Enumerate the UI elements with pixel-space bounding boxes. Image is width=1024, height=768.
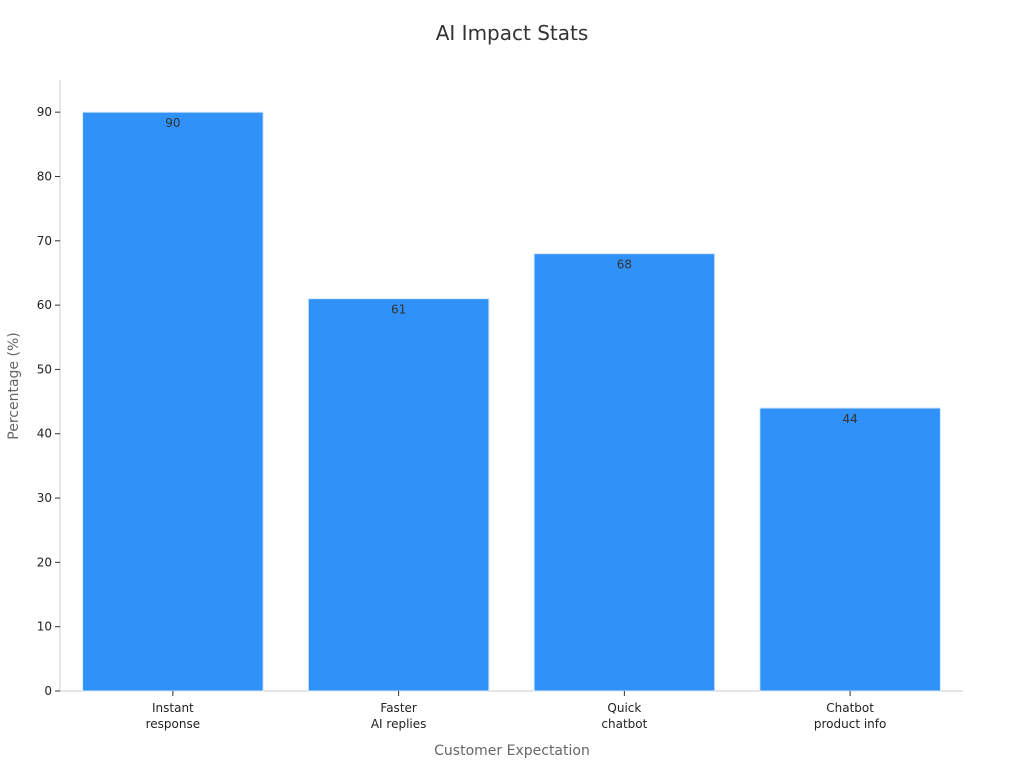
x-tick-label-line: chatbot [601, 717, 647, 731]
x-tick-label-line: AI replies [371, 717, 427, 731]
bar-value-label: 44 [842, 412, 857, 426]
y-tick-label: 90 [37, 105, 52, 119]
bar-value-label: 68 [617, 258, 632, 272]
y-tick-label: 50 [37, 362, 52, 376]
y-tick-label: 60 [37, 298, 52, 312]
y-tick-label: 0 [44, 684, 52, 698]
bar-value-label: 90 [165, 116, 180, 130]
y-tick-label: 20 [37, 555, 52, 569]
y-tick-label: 70 [37, 234, 52, 248]
x-tick-label: Instant response [146, 701, 201, 731]
x-tick-label-line: Chatbot [826, 701, 874, 715]
x-tick-label-line: Faster [380, 701, 416, 715]
x-tick-label: Chatbot product info [814, 701, 886, 731]
bar [533, 253, 716, 692]
bar [82, 111, 264, 692]
x-axis-label: Customer Expectation [434, 743, 590, 759]
x-tick-label: Faster AI replies [371, 701, 427, 731]
x-tick-label-line: Instant [152, 701, 194, 715]
chart-title: AI Impact Stats [436, 21, 589, 45]
x-tick-label: Quick chatbot [601, 701, 647, 731]
x-tick-label-line: response [146, 717, 201, 731]
bar [307, 298, 490, 692]
bar [759, 407, 941, 692]
y-axis-label: Percentage (%) [6, 332, 22, 439]
y-tick-label: 30 [37, 491, 52, 505]
bar-value-label: 61 [391, 303, 406, 317]
plot-area: 0 10 20 30 40 50 60 70 80 90 90 Instant response 61 Fa… [37, 80, 963, 731]
x-tick-label-line: Quick [607, 701, 641, 715]
y-tick-label: 10 [37, 620, 52, 634]
y-tick-label: 40 [37, 427, 52, 441]
y-tick-label: 80 [37, 169, 52, 183]
x-tick-label-line: product info [814, 717, 886, 731]
